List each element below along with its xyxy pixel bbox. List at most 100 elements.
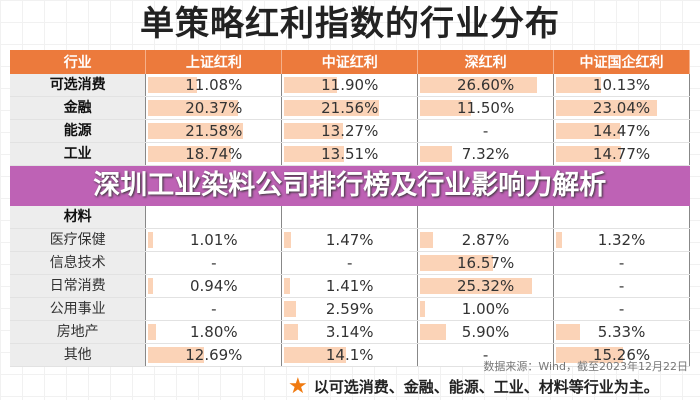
table-row: 公用事业 - 2.59% 1.00% - <box>10 297 690 321</box>
table-row: 医疗保健 1.01% 1.47% 2.87% 1.32% <box>10 228 690 252</box>
value-bar <box>420 301 425 317</box>
value-text: 14.47% <box>592 122 651 140</box>
value-text: 26.60% <box>457 76 515 94</box>
value-cell <box>145 206 283 229</box>
row-label: 能源 <box>10 119 147 143</box>
value-cell <box>553 206 690 229</box>
table-row: 能源 21.58% 13.27% - 14.47% <box>10 119 690 143</box>
value-cell: - <box>417 119 555 143</box>
value-cell <box>281 206 419 229</box>
row-label: 材料 <box>10 206 147 229</box>
value-bar <box>148 347 205 363</box>
value-cell: 25.32% <box>417 274 555 298</box>
overlay-banner: 深圳工业染料公司排行榜及行业影响力解析 <box>10 165 690 206</box>
value-cell: - <box>145 251 283 275</box>
value-cell: 14.1% <box>281 343 419 367</box>
value-text: 0.94% <box>190 277 238 295</box>
value-bar <box>148 100 239 116</box>
value-text: 5.90% <box>461 323 510 341</box>
value-text: 16.57% <box>457 254 515 272</box>
value-bar <box>284 146 344 162</box>
header-row: 行业 上证红利 中证红利 深红利 中证国企红利 <box>10 50 690 74</box>
value-text: 1.47% <box>325 231 374 249</box>
page-title: 单策略红利指数的行业分布 <box>140 4 560 44</box>
value-cell: 11.50% <box>417 96 555 120</box>
value-bar <box>420 146 453 162</box>
value-cell: 1.00% <box>417 297 555 321</box>
value-cell: 26.60% <box>417 74 555 97</box>
value-cell: 11.08% <box>145 74 283 97</box>
column-header: 深红利 <box>417 50 555 74</box>
value-text: 15.26% <box>592 346 651 364</box>
row-label: 信息技术 <box>10 251 147 275</box>
footer-note: ★ 以可选消费、金融、能源、工业、材料等行业为主。 <box>288 376 659 398</box>
value-bar <box>556 232 562 248</box>
row-label: 公用事业 <box>10 297 147 321</box>
value-cell: 5.90% <box>417 320 555 344</box>
value-text: 18.74% <box>185 145 243 163</box>
value-cell: 10.13% <box>553 74 690 97</box>
value-bar <box>284 347 347 363</box>
value-bar <box>420 100 471 116</box>
value-bar <box>148 77 198 93</box>
value-text: - <box>347 254 353 272</box>
value-bar <box>420 77 538 93</box>
value-text: - <box>211 254 217 272</box>
value-cell <box>417 206 555 229</box>
row-label: 金融 <box>10 96 147 120</box>
value-text: 2.87% <box>461 231 510 249</box>
value-cell: 13.51% <box>281 142 419 166</box>
value-cell: 1.80% <box>145 320 283 344</box>
value-cell: - <box>553 297 690 321</box>
value-cell: 20.37% <box>145 96 283 120</box>
value-cell: 18.74% <box>145 142 283 166</box>
table-row: 材料 <box>10 206 690 229</box>
value-text: 23.04% <box>592 99 651 117</box>
value-text: 2.59% <box>325 300 374 318</box>
table-row: 金融 20.37% 21.56% 11.50% 23.04% <box>10 96 690 120</box>
value-cell: - <box>553 274 690 298</box>
value-cell: 1.01% <box>145 228 283 252</box>
value-text: 1.41% <box>325 277 374 295</box>
value-bar <box>284 232 291 248</box>
value-cell: - <box>281 251 419 275</box>
value-bar <box>284 123 343 139</box>
value-cell: - <box>145 297 283 321</box>
value-cell: 21.56% <box>281 96 419 120</box>
value-text: 1.80% <box>190 323 238 341</box>
value-bar <box>148 278 153 294</box>
value-cell: 1.47% <box>281 228 419 252</box>
banner-row: 深圳工业染料公司排行榜及行业影响力解析 <box>10 165 690 206</box>
footer-text: 以可选消费、金融、能源、工业、材料等行业为主。 <box>313 378 659 396</box>
value-cell: 14.77% <box>553 142 690 166</box>
value-cell: 2.59% <box>281 297 419 321</box>
value-text: 1.00% <box>461 300 510 318</box>
row-label: 日常消费 <box>10 274 147 298</box>
value-cell: 13.27% <box>281 119 419 143</box>
value-cell: 3.14% <box>281 320 419 344</box>
value-text: 10.13% <box>592 76 651 94</box>
value-bar <box>284 278 291 294</box>
column-header: 行业 <box>10 50 147 74</box>
value-text: 7.32% <box>461 145 510 163</box>
value-cell: 0.94% <box>145 274 283 298</box>
value-cell: 21.58% <box>145 119 283 143</box>
value-cell: 12.69% <box>145 343 283 367</box>
value-cell: 2.87% <box>417 228 555 252</box>
value-text: 1.32% <box>597 231 646 249</box>
value-text: 13.51% <box>321 145 379 163</box>
value-text: - <box>618 300 625 318</box>
value-cell: 16.57% <box>417 251 555 275</box>
value-cell: 23.04% <box>553 96 690 120</box>
value-bar <box>148 123 244 139</box>
value-cell: 1.41% <box>281 274 419 298</box>
value-text: 1.01% <box>190 231 238 249</box>
value-cell: 7.32% <box>417 142 555 166</box>
value-bar <box>420 278 532 294</box>
value-bar <box>148 324 157 340</box>
value-text: 3.14% <box>325 323 374 341</box>
column-header: 中证国企红利 <box>553 50 690 74</box>
value-bar <box>556 100 658 116</box>
value-text: - <box>211 300 217 318</box>
value-text: 13.27% <box>321 122 379 140</box>
